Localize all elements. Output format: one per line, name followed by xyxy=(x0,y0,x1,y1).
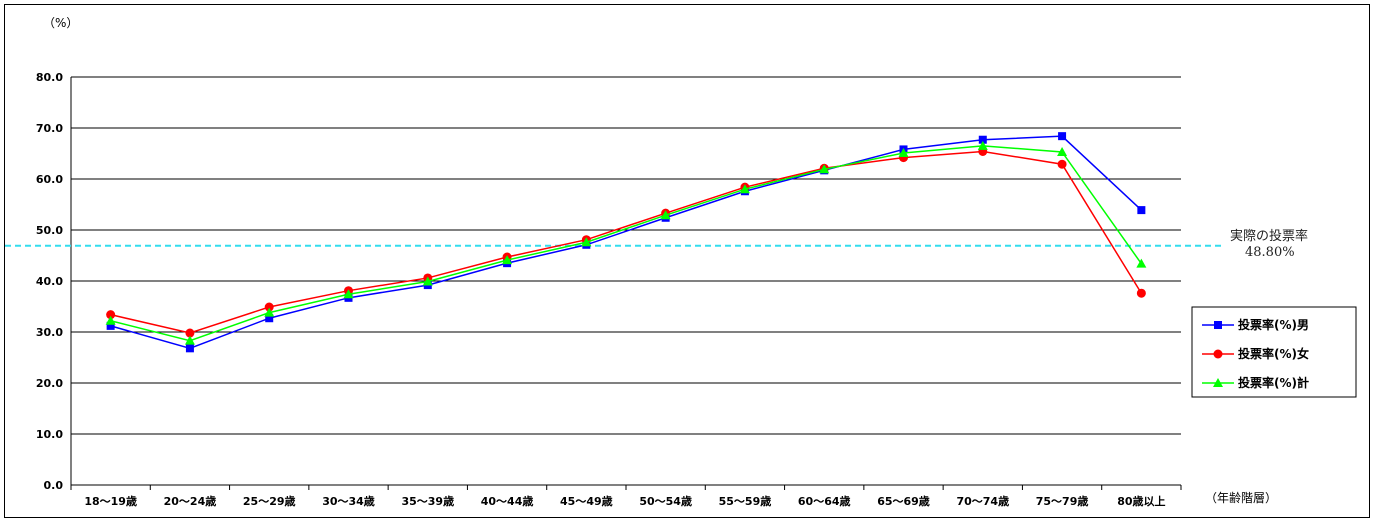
data-point-triangle xyxy=(343,289,354,299)
y-tick-label: 50.0 xyxy=(36,224,63,237)
series-triangle xyxy=(105,140,1147,345)
series-line xyxy=(110,150,1142,334)
data-point-triangle xyxy=(660,210,671,220)
data-point-circle xyxy=(185,328,195,338)
data-point-square xyxy=(1058,132,1067,141)
x-tick-label: 35～39歳 xyxy=(401,494,454,508)
chart-frame: 0.0 10.0 20.0 30.0 40.0 50.0 60.0 70.0 80.0 18～19… xyxy=(4,4,1370,518)
series-square xyxy=(106,132,1146,353)
y-tick-label: 60.0 xyxy=(36,173,63,186)
y-axis-unit-label: （%） xyxy=(43,16,78,30)
data-point-circle xyxy=(106,310,116,320)
y-tick-label: 10.0 xyxy=(36,428,63,441)
legend-item: 投票率(%)計 xyxy=(1202,375,1309,390)
x-tick-label: 50～54歳 xyxy=(639,494,692,508)
data-point-square xyxy=(1137,206,1146,215)
y-tick-label: 40.0 xyxy=(36,275,63,288)
data-point-square xyxy=(978,135,987,144)
legend-label: 投票率(%)男 xyxy=(1238,317,1309,332)
data-point-circle xyxy=(1213,349,1223,359)
x-tick-label: 18～19歳 xyxy=(84,494,137,508)
data-point-triangle xyxy=(898,147,909,157)
data-point-triangle xyxy=(422,276,433,286)
legend-item: 投票率(%)男 xyxy=(1202,317,1309,332)
y-tick-label: 0.0 xyxy=(44,479,64,492)
x-tick-label: 25～29歳 xyxy=(243,494,296,508)
data-point-triangle xyxy=(502,255,513,265)
x-tick-label: 30～34歳 xyxy=(322,494,375,508)
series-line xyxy=(110,145,1142,342)
x-tick-label: 45～49歳 xyxy=(560,494,613,508)
gridlines xyxy=(70,76,1181,486)
data-point-triangle xyxy=(819,164,830,174)
x-tick-label: 40～44歳 xyxy=(481,494,534,508)
legend-label: 投票率(%)計 xyxy=(1238,375,1309,390)
y-tick-label: 30.0 xyxy=(36,326,63,339)
series-lines xyxy=(105,132,1147,353)
data-point-triangle xyxy=(977,140,988,150)
legend-item: 投票率(%)女 xyxy=(1202,346,1309,361)
data-point-triangle xyxy=(1213,378,1223,387)
x-tick-label: 70～74歳 xyxy=(956,494,1009,508)
x-tick-label: 65～69歳 xyxy=(877,494,930,508)
data-point-circle xyxy=(1136,288,1146,298)
data-point-square xyxy=(185,344,194,353)
x-axis-unit-label: （年齢階層） xyxy=(1205,490,1277,505)
data-point-triangle xyxy=(739,184,750,194)
data-point-square xyxy=(265,314,274,323)
series-circle xyxy=(106,146,1146,338)
y-tick-label: 70.0 xyxy=(36,122,63,135)
data-point-triangle xyxy=(184,335,195,345)
reference-line-label: 実際の投票率 xyxy=(1230,228,1308,244)
data-point-circle xyxy=(1057,159,1067,169)
y-tick-label: 80.0 xyxy=(36,71,63,84)
data-point-triangle xyxy=(105,315,116,325)
line-chart: 0.0 10.0 20.0 30.0 40.0 50.0 60.0 70.0 80.0 18～19… xyxy=(5,16,1357,508)
series-line xyxy=(110,135,1142,350)
x-tick-label: 60～64歳 xyxy=(798,494,851,508)
data-point-circle xyxy=(264,302,274,312)
data-point-triangle xyxy=(1057,146,1068,156)
legend-label: 投票率(%)女 xyxy=(1238,346,1309,361)
axis-ticks: 0.0 10.0 20.0 30.0 40.0 50.0 60.0 70.0 80.0 18～19… xyxy=(36,71,1182,508)
x-tick-label: 20～24歳 xyxy=(164,494,217,508)
data-point-triangle xyxy=(264,307,275,317)
y-tick-label: 20.0 xyxy=(36,377,63,390)
data-point-square xyxy=(106,321,115,330)
data-point-square xyxy=(1214,321,1222,329)
reference-line-value: 48.80% xyxy=(1245,245,1295,260)
data-point-triangle xyxy=(581,237,592,247)
x-tick-label: 55～59歳 xyxy=(719,494,772,508)
x-tick-label: 80歳以上 xyxy=(1117,494,1165,508)
data-point-triangle xyxy=(1136,258,1147,268)
x-tick-label: 75～79歳 xyxy=(1036,494,1089,508)
